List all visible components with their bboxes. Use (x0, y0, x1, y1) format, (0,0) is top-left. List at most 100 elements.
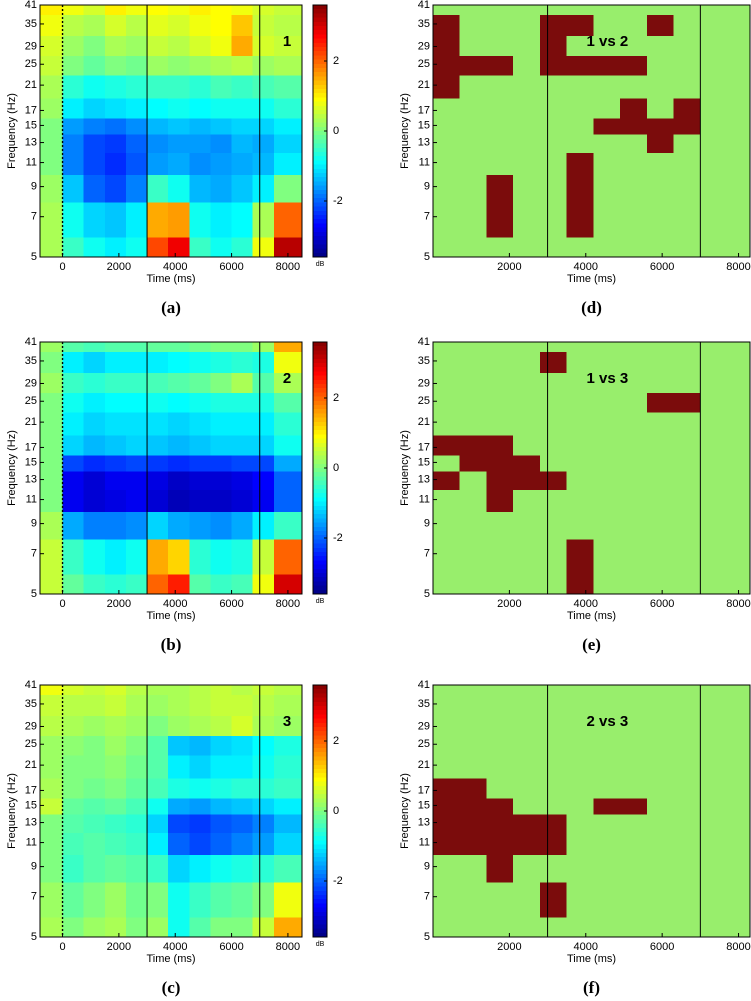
cell (566, 174, 595, 203)
colorbar-step (313, 185, 327, 191)
x-tick-label: 4000 (574, 941, 598, 953)
colorbar-step (313, 358, 327, 364)
cell (252, 573, 275, 594)
cell (168, 174, 190, 203)
colorbar-step (313, 409, 327, 414)
cell (189, 351, 212, 373)
cell (593, 351, 621, 373)
cell (593, 5, 621, 16)
cell (433, 797, 461, 815)
cell (700, 133, 728, 154)
y-tick-label: 7 (31, 211, 37, 223)
cell (593, 797, 621, 815)
cell (125, 411, 148, 436)
y-tick-label: 35 (418, 698, 430, 710)
cell (700, 392, 728, 413)
cell (646, 14, 675, 36)
condition-label: 1 vs 3 (586, 370, 628, 387)
y-tick-label: 11 (26, 493, 37, 505)
cell (513, 117, 541, 135)
cell (433, 152, 461, 176)
cell (673, 538, 701, 575)
cell (433, 511, 461, 540)
cell (40, 470, 64, 491)
cell (593, 201, 621, 238)
cell (646, 715, 675, 736)
cell (231, 685, 254, 696)
cell (486, 55, 514, 76)
colorbar-tick-label: 0 (333, 125, 339, 137)
cell (620, 133, 648, 154)
cell (104, 117, 127, 135)
colorbar-step (313, 840, 327, 846)
x-tick-label: 6000 (219, 261, 243, 273)
cell (620, 813, 648, 834)
cell (539, 55, 568, 76)
cell (673, 411, 701, 436)
cell (83, 35, 106, 56)
cell (273, 117, 302, 135)
cell (189, 174, 212, 203)
cell (539, 14, 568, 36)
cell (673, 74, 701, 99)
cell (210, 236, 233, 257)
cell (125, 797, 148, 815)
cell (252, 916, 275, 937)
cells (40, 5, 302, 257)
cell (513, 538, 541, 575)
cell (646, 685, 675, 696)
cell (513, 236, 541, 257)
cell (593, 916, 621, 937)
cell (700, 342, 728, 353)
cell (273, 152, 302, 176)
cell (83, 14, 106, 36)
colorbar-step (313, 794, 327, 799)
cell (513, 351, 541, 373)
cell (125, 201, 148, 238)
cell (125, 511, 148, 540)
cell (104, 133, 127, 154)
colorbar-step (313, 206, 327, 212)
cell (700, 735, 728, 756)
cell (700, 174, 728, 203)
cell (459, 14, 488, 36)
colorbar-step (313, 17, 327, 23)
cell (231, 5, 254, 16)
y-tick-label: 11 (26, 836, 37, 848)
x-axis-label: Time (ms) (567, 273, 616, 285)
cell (700, 434, 728, 456)
panel: 0 2000 4000 6000 8000579111315172125293541Ti… (6, 0, 343, 317)
cell (700, 754, 728, 779)
panel: 2000 4000 6000 8000 5 7 9 11 13 15 17 21 25 29 35 41 Tim… (399, 0, 751, 317)
cell (252, 342, 275, 353)
cell (83, 74, 106, 99)
colorbar-step (313, 790, 327, 795)
colorbar-step (313, 710, 327, 715)
cell (273, 735, 302, 756)
cell (210, 434, 233, 456)
cell (646, 372, 675, 393)
cell (433, 489, 461, 513)
cell (727, 916, 750, 937)
colorbar-step (313, 38, 327, 44)
cell (593, 832, 621, 856)
cell (700, 470, 728, 491)
cell (700, 511, 728, 540)
cell (646, 174, 675, 203)
cell (646, 74, 675, 99)
cell (620, 351, 648, 373)
cell (125, 351, 148, 373)
cell (459, 117, 488, 135)
cell (673, 735, 701, 756)
cell (189, 916, 212, 937)
cell (252, 351, 275, 373)
cell (620, 754, 648, 779)
colorbar-step (313, 773, 327, 778)
cell (231, 694, 254, 716)
colorbar-step (313, 388, 327, 393)
cell (459, 236, 488, 257)
cell (273, 174, 302, 203)
cell (620, 97, 648, 119)
cells (40, 685, 302, 937)
cell (168, 538, 190, 575)
